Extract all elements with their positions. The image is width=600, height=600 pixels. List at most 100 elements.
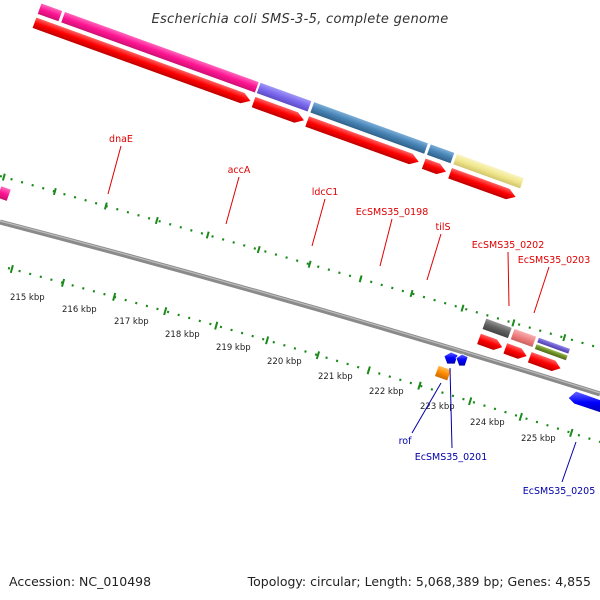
reverse-gene-track bbox=[433, 351, 600, 414]
leader-line-rof bbox=[411, 382, 442, 434]
gene-bar-rof[interactable] bbox=[433, 364, 453, 382]
gene-label-tils[interactable]: tilS bbox=[435, 222, 450, 233]
forward-gene-track bbox=[31, 2, 526, 202]
major-tick bbox=[256, 245, 261, 254]
cds-arrow-ecsms35-0203[interactable] bbox=[502, 341, 530, 362]
leader-line-ecsms35-0198 bbox=[379, 218, 393, 267]
gene-label-acca[interactable]: accA bbox=[228, 165, 251, 176]
gene-label-ecsms35-0203[interactable]: EcSMS35_0203 bbox=[518, 255, 591, 266]
cds-arrow-tils[interactable] bbox=[446, 166, 519, 202]
scale-label: 222 kbp bbox=[369, 387, 404, 397]
inner-major-ticks bbox=[9, 264, 574, 437]
major-tick bbox=[468, 397, 473, 406]
gene-label-ecsms35-0198[interactable]: EcSMS35_0198 bbox=[356, 207, 429, 218]
leader-line-ecsms35-0201 bbox=[449, 367, 453, 449]
major-tick bbox=[154, 216, 159, 225]
map-title: Escherichia coli SMS-3-5, complete genom… bbox=[151, 12, 448, 27]
cds-arrow-ecsms35-0202[interactable] bbox=[475, 332, 505, 353]
cds-arrow-ecsms35-0205[interactable] bbox=[567, 390, 600, 414]
major-tick bbox=[1, 173, 6, 181]
gene-bar-acca[interactable] bbox=[255, 81, 313, 113]
major-tick bbox=[61, 278, 66, 287]
genome-stats-text: Topology: circular; Length: 5,068,389 bp… bbox=[247, 574, 591, 589]
cds-arrow-ldcc1[interactable] bbox=[304, 115, 422, 168]
leader-line-ecsms35-0205 bbox=[561, 441, 577, 483]
inner-minor-ticks bbox=[7, 266, 600, 444]
scale-labels: 215 kbp 216 kbp 217 kbp 218 kbp 219 kbp … bbox=[10, 293, 556, 444]
scale-label: 225 kbp bbox=[521, 434, 556, 444]
cds-arrow-acca[interactable] bbox=[250, 95, 307, 126]
major-tick bbox=[366, 366, 371, 375]
major-tick bbox=[511, 319, 516, 327]
gene-bar-tils[interactable] bbox=[452, 152, 526, 190]
gene-bar-dnae[interactable] bbox=[59, 10, 260, 94]
gene-bar-ecsms35-0198[interactable] bbox=[425, 143, 456, 165]
major-tick bbox=[52, 187, 57, 196]
scale-label: 223 kbp bbox=[420, 402, 455, 412]
forward-cds-arrows bbox=[31, 16, 519, 202]
gene-label-dnae[interactable]: dnaE bbox=[109, 134, 133, 145]
major-tick bbox=[315, 351, 321, 360]
gene-label-ecsms35-0205[interactable]: EcSMS35_0205 bbox=[523, 486, 596, 497]
gene-bar-olive[interactable] bbox=[533, 343, 569, 362]
major-tick bbox=[9, 264, 14, 274]
forward-gene-labels: dnaE accA ldcC1 EcSMS35_0198 tilS EcSMS3… bbox=[107, 134, 591, 314]
major-tick bbox=[562, 334, 567, 342]
scale-label: 218 kbp bbox=[165, 330, 200, 340]
outer-minor-ticks bbox=[0, 174, 600, 350]
major-tick bbox=[265, 336, 270, 345]
major-tick bbox=[163, 307, 168, 316]
cds-arrow-tail[interactable] bbox=[526, 350, 563, 374]
accession-text: Accession: NC_010498 bbox=[9, 574, 151, 589]
gene-label-ecsms35-0201[interactable]: EcSMS35_0201 bbox=[415, 452, 488, 463]
major-tick bbox=[112, 292, 117, 301]
scale-label: 224 kbp bbox=[470, 418, 505, 428]
major-tick bbox=[358, 275, 363, 283]
genome-backbone bbox=[0, 219, 600, 397]
major-tick bbox=[103, 202, 108, 210]
inner-scale-track bbox=[7, 264, 600, 444]
gene-label-ecsms35-0202[interactable]: EcSMS35_0202 bbox=[472, 240, 545, 251]
reverse-gene-labels: rof EcSMS35_0201 EcSMS35_0205 bbox=[399, 367, 596, 497]
gene-bar-dnae-left-stub[interactable] bbox=[36, 2, 64, 23]
gene-bar-slate[interactable] bbox=[535, 336, 572, 355]
scale-label: 219 kbp bbox=[216, 343, 251, 353]
leader-line-ldcc1 bbox=[311, 198, 326, 247]
gene-label-rof[interactable]: rof bbox=[399, 436, 413, 447]
major-tick bbox=[417, 381, 422, 390]
major-tick bbox=[214, 321, 219, 330]
gene-bar-ldcc1[interactable] bbox=[309, 100, 430, 155]
leader-line-acca bbox=[225, 176, 240, 225]
left-edge-pink-stub bbox=[0, 186, 11, 201]
scale-label: 221 kbp bbox=[318, 372, 353, 382]
major-tick bbox=[409, 289, 414, 298]
scale-label: 217 kbp bbox=[114, 317, 149, 327]
leader-line-tils bbox=[426, 233, 442, 281]
tick-dots bbox=[7, 266, 600, 444]
outer-tick-track bbox=[0, 173, 600, 350]
gene-label-ldcc1[interactable]: ldcC1 bbox=[312, 187, 339, 198]
major-tick bbox=[205, 231, 210, 239]
leader-line-ecsms35-0202 bbox=[507, 251, 510, 307]
major-tick bbox=[518, 412, 523, 422]
scale-label: 220 kbp bbox=[267, 357, 302, 367]
major-tick bbox=[569, 428, 574, 437]
cds-arrow-ecsms35-0198[interactable] bbox=[420, 157, 449, 178]
major-tick bbox=[307, 260, 312, 268]
tick-dots bbox=[0, 174, 600, 350]
gene-bar-ecsms35-0203[interactable] bbox=[509, 327, 538, 349]
cds-arrow-dnae[interactable] bbox=[31, 16, 253, 107]
scale-label: 215 kbp bbox=[10, 293, 45, 303]
backbone-line bbox=[0, 219, 600, 397]
leader-line-ecsms35-0203 bbox=[533, 266, 550, 314]
major-tick bbox=[460, 304, 465, 312]
outer-major-ticks bbox=[1, 173, 567, 342]
backbone-highlight bbox=[0, 220, 600, 394]
gene-bar-ecsms35-0202[interactable] bbox=[481, 317, 513, 340]
cds-arrow-ecsms35-0201-b[interactable] bbox=[455, 353, 469, 367]
leader-line-dnae bbox=[107, 145, 122, 195]
forward-gene-track-right bbox=[475, 317, 572, 374]
scale-label: 216 kbp bbox=[62, 305, 97, 315]
